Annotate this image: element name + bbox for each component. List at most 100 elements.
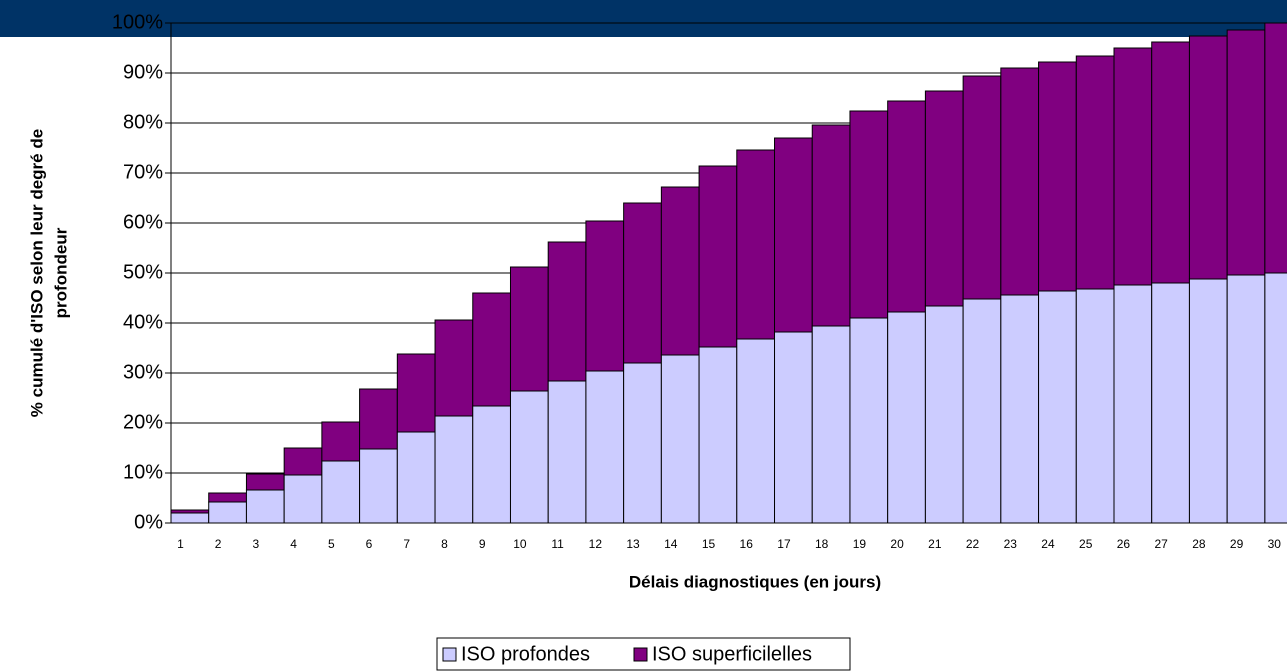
bar-segment <box>509 390 549 524</box>
x-tick-label: 5 <box>328 537 335 551</box>
x-tick-label: 23 <box>1004 537 1018 551</box>
x-tick-label: 15 <box>702 537 716 551</box>
legend-swatch <box>633 647 648 662</box>
x-tick-label: 27 <box>1154 537 1168 551</box>
bar-segment <box>359 388 398 450</box>
x-tick-label: 24 <box>1041 537 1055 551</box>
bar-segment <box>811 325 851 524</box>
bar-segment <box>321 421 361 462</box>
bar-segment <box>1151 282 1190 524</box>
x-tick-label: 7 <box>403 537 410 551</box>
bar-segment <box>472 405 511 524</box>
bar-segment <box>623 202 662 364</box>
x-tick-label: 8 <box>441 537 448 551</box>
y-tick-label: 50% <box>123 261 163 283</box>
x-tick-label: 10 <box>513 537 527 551</box>
bar-segment <box>396 431 436 524</box>
bar-segment <box>434 415 474 524</box>
bar-segment <box>1226 274 1266 524</box>
bar-segment <box>283 474 323 524</box>
x-tick-label: 16 <box>740 537 754 551</box>
x-tick-label: 2 <box>215 537 222 551</box>
y-axis-title: % cumulé d'ISO selon leur degré de profo… <box>27 129 70 417</box>
bar-segment <box>472 292 511 407</box>
bar-segment <box>170 509 210 514</box>
bar-segment <box>660 186 700 356</box>
bar-segment <box>208 501 247 524</box>
y-tick-label: 0% <box>134 511 163 533</box>
bar-segment <box>962 75 1002 300</box>
bar-segment <box>1000 67 1040 296</box>
bar-segment <box>849 110 889 319</box>
x-tick-label: 13 <box>626 537 640 551</box>
bar-segment <box>698 165 738 348</box>
x-tick-label: 29 <box>1230 537 1244 551</box>
x-tick-label: 4 <box>290 537 297 551</box>
header-band <box>0 0 1287 37</box>
bar-segment <box>547 241 587 382</box>
bar-segment <box>585 220 625 372</box>
x-tick-label: 6 <box>366 537 373 551</box>
bar-segment <box>660 354 700 524</box>
y-tick-label: 100% <box>112 11 163 33</box>
x-tick-label: 18 <box>815 537 829 551</box>
y-tick-label: 30% <box>123 361 163 383</box>
x-tick-label: 9 <box>479 537 486 551</box>
y-tick-label: 90% <box>123 61 163 83</box>
bar-segment <box>1038 290 1077 524</box>
x-tick-label: 21 <box>928 537 942 551</box>
x-tick-label: 22 <box>966 537 980 551</box>
bar-segment <box>1113 47 1153 286</box>
bar-segment <box>170 512 210 524</box>
bar-segment <box>434 319 474 417</box>
bar-segment <box>245 489 285 524</box>
bar-segment <box>585 370 625 524</box>
bar-segment <box>774 137 813 333</box>
y-axis-title-line: profondeur <box>51 227 70 318</box>
bar-segment <box>849 317 889 524</box>
bar-segment <box>962 298 1002 524</box>
bar-segment <box>1188 35 1228 280</box>
x-tick-label: 28 <box>1192 537 1206 551</box>
bar-segment <box>547 380 587 524</box>
bar-segment <box>736 149 776 340</box>
bar-segment <box>887 100 926 313</box>
y-axis-title-line: % cumulé d'ISO selon leur degré de <box>27 129 46 417</box>
x-tick-label: 1 <box>177 537 184 551</box>
bar-segment <box>283 447 323 476</box>
x-axis-title: Délais diagnostiques (en jours) <box>629 572 881 591</box>
x-tick-label: 30 <box>1268 537 1282 551</box>
bar-segment <box>1113 284 1153 524</box>
bar-segment <box>1000 294 1040 524</box>
x-tick-label: 26 <box>1117 537 1131 551</box>
x-tick-label: 17 <box>777 537 791 551</box>
x-tick-label: 14 <box>664 537 678 551</box>
bar-segment <box>509 266 549 392</box>
bar-segment <box>1264 272 1287 524</box>
y-tick-label: 40% <box>123 311 163 333</box>
bar-segment <box>1151 41 1190 284</box>
bar-segment <box>811 124 851 327</box>
bar-segment <box>396 353 436 433</box>
y-tick-label: 10% <box>123 461 163 483</box>
bar-segment <box>623 362 662 524</box>
bar-segment <box>1226 29 1266 276</box>
bar-segment <box>1264 22 1287 274</box>
bar-segment <box>359 448 398 524</box>
legend-swatch <box>442 647 457 662</box>
bar-segment <box>774 331 813 524</box>
bar-segment <box>1075 55 1115 290</box>
bar-segment <box>245 473 285 491</box>
legend-label: ISO superficilelles <box>652 643 812 665</box>
legend-label: ISO profondes <box>461 643 590 665</box>
bar-segment <box>924 305 964 524</box>
x-tick-label: 25 <box>1079 537 1093 551</box>
bar-segment <box>1188 278 1228 524</box>
x-tick-label: 12 <box>589 537 603 551</box>
y-tick-label: 60% <box>123 211 163 233</box>
bar-segment <box>1075 288 1115 524</box>
x-tick-label: 20 <box>890 537 904 551</box>
bar-segment <box>1038 61 1077 292</box>
bar-segment <box>924 90 964 307</box>
y-tick-label: 20% <box>123 411 163 433</box>
